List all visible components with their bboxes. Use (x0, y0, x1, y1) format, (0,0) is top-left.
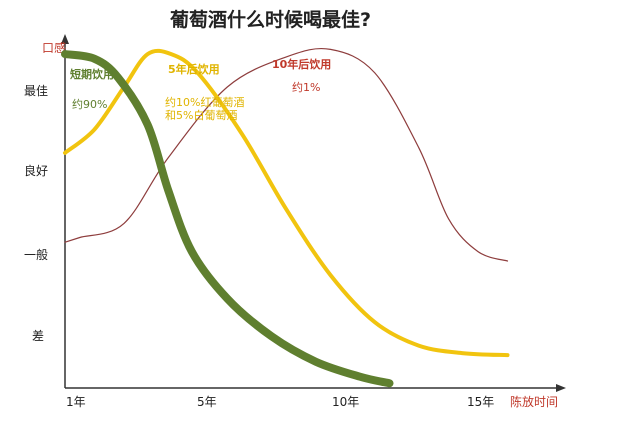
chart-title: 葡萄酒什么时候喝最佳? (170, 8, 371, 31)
x-tick-label: 5年 (197, 395, 217, 409)
x-axis-arrow (556, 384, 566, 392)
annotation-10-year-share: 约1% (292, 81, 320, 94)
y-axis-label: 口感 (42, 40, 66, 55)
x-tick-label: 10年 (332, 395, 359, 409)
series-line-10-year (64, 47, 509, 262)
y-tick-label: 良好 (24, 163, 48, 178)
x-tick-label: 1年 (66, 395, 86, 409)
x-axis-label: 陈放时间 (510, 394, 558, 409)
annotation-short-term-share: 约90% (72, 98, 107, 111)
annotation-10-year: 10年后饮用 (272, 57, 331, 71)
series-line-short-term (61, 50, 394, 388)
x-tick-label: 15年 (467, 395, 494, 409)
annotation-short-term: 短期饮用 (70, 67, 114, 81)
y-tick-label: 差 (32, 329, 44, 343)
annotation-5-year: 5年后饮用 (168, 62, 220, 76)
y-tick-label: 最佳 (24, 84, 48, 98)
annotation-5-year-red: 约10%红葡萄酒 (165, 96, 244, 109)
y-axis-arrow (61, 34, 69, 44)
y-tick-label: 一般 (24, 247, 48, 262)
annotation-5-year-white: 和5%白葡萄酒 (165, 108, 237, 122)
